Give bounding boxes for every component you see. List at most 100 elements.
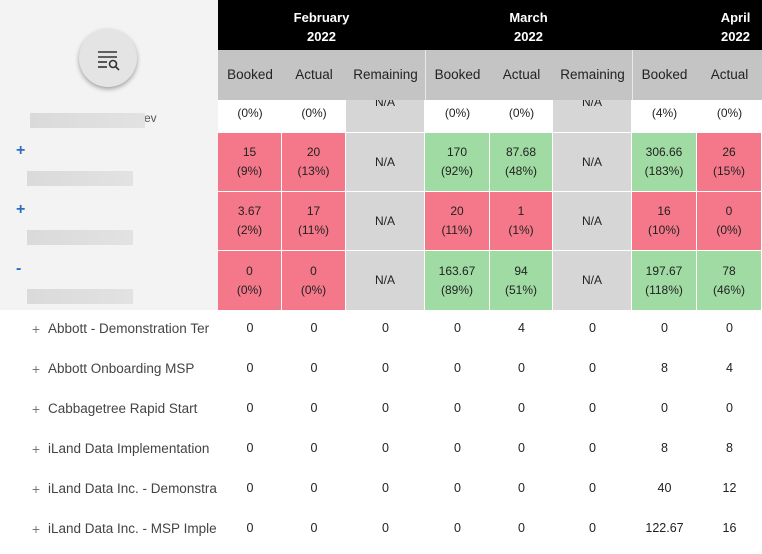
project-cell: 0 [518,361,525,375]
column-label: Booked [434,67,481,82]
cell-text: 20 [450,204,464,218]
project-cell: 12 [722,481,737,495]
expand-toggle[interactable]: + [16,142,26,159]
cell-text: (13%) [297,164,330,178]
filter-button[interactable] [79,29,137,87]
project-cell: 0 [589,321,596,335]
month-label: 2022 [307,29,336,44]
project-name: Cabbagetree Rapid Start [48,401,198,416]
cell-text: 0 [725,204,733,218]
expand-toggle[interactable]: + [31,441,41,457]
cell-text: (0%) [301,106,327,120]
project-cell: 0 [589,361,596,375]
month-divider [425,50,426,100]
column-header [218,50,762,100]
summary-cell: 3.67 (2%) [218,191,282,250]
project-name: iLand Data Implementation [48,441,210,456]
summary-cell: N/A [553,250,632,310]
cell-text: (46%) [712,282,745,297]
cell-text: 0 [246,263,253,278]
expand-toggle[interactable]: + [31,481,41,497]
summary-cell: 17 (11%) [282,191,346,250]
cell-text: N/A [374,213,395,228]
cell-text: (15%) [712,164,745,178]
cell-text: 17 [306,204,321,218]
cell-text: (11%) [297,223,330,237]
redacted-name [27,230,133,245]
project-cell: 0 [454,441,461,455]
cell-text: (1%) [508,223,534,237]
project-cell: 0 [310,321,318,335]
project-cell: 0 [246,401,254,415]
cell-text: 306.66 [645,145,683,159]
expand-toggle[interactable]: + [31,361,41,377]
cell-text: (92%) [440,164,473,178]
project-cell: 0 [382,401,389,415]
cell-text: N/A [374,154,395,169]
summary-cell: N/A [346,132,425,191]
expand-toggle[interactable]: - [16,260,22,277]
cell-text: N/A [374,273,395,287]
cell-text: (51%) [504,282,537,297]
project-cell: 0 [589,521,596,535]
project-cell: 0 [310,401,318,415]
project-cell: 0 [246,361,254,375]
column-label: Remaining [560,67,625,82]
project-cell: 0 [454,481,461,495]
cell-text: 0 [310,263,317,278]
cell-text: 87.68 [505,145,537,159]
project-cell: 40 [657,481,672,495]
filter-icon [98,51,120,71]
summary-cell: 20 (13%) [282,132,346,191]
project-cell: 0 [382,481,389,495]
expand-toggle[interactable]: + [31,321,41,337]
cell-text: (2%) [236,223,263,237]
redacted-name [27,171,133,186]
cell-text: (0%) [444,106,471,120]
cell-text: 78 [722,263,736,278]
project-cell: 0 [518,401,525,415]
summary-cell: N/A [346,191,425,250]
project-cell: 0 [310,441,318,455]
cell-text: (9%) [236,164,263,178]
expand-toggle[interactable]: + [31,521,41,537]
cell-text: 163.67 [438,263,476,278]
project-cell: 0 [454,401,461,415]
project-cell: 0 [310,521,318,535]
summary-cell: 163.67 (89%) [425,250,490,310]
summary-cell: 94 (51%) [490,250,553,310]
summary-cell: 78 (46%) [697,250,762,310]
cell-text: N/A [581,213,602,228]
project-cell: 0 [661,401,668,415]
project-name: Abbott Onboarding MSP [48,361,195,376]
month-label: 2022 [721,29,750,44]
expand-toggle[interactable]: + [16,201,26,218]
cell-text: (0%) [716,223,742,237]
row-label: ev [144,111,157,125]
month-label: February [293,10,350,25]
project-cell: 8 [661,441,668,455]
project-name: iLand Data Inc. - MSP Imple [48,521,217,536]
column-label: Actual [710,67,749,82]
project-cell: 0 [382,361,389,375]
project-cell: 122.67 [645,521,684,535]
summary-cell: 20 (11%) [425,191,490,250]
summary-cell: 26 (15%) [697,132,762,191]
project-cell: 0 [310,481,318,495]
summary-cell: N/A [346,250,425,310]
project-cell: 0 [518,441,525,455]
project-cell: 8 [726,441,733,455]
project-cell: 0 [382,321,389,335]
project-cell: 0 [246,521,254,535]
cell-text: (0%) [237,106,263,120]
cell-text: (89%) [440,282,473,297]
month-label: April [720,10,751,25]
project-cell: 0 [246,441,254,455]
expand-toggle[interactable]: + [31,401,41,417]
cell-text: (4%) [651,106,678,120]
cell-text: (0%) [236,282,263,297]
month-label: March [509,10,548,25]
summary-cell: N/A [553,132,632,191]
cell-text: N/A [581,154,602,169]
